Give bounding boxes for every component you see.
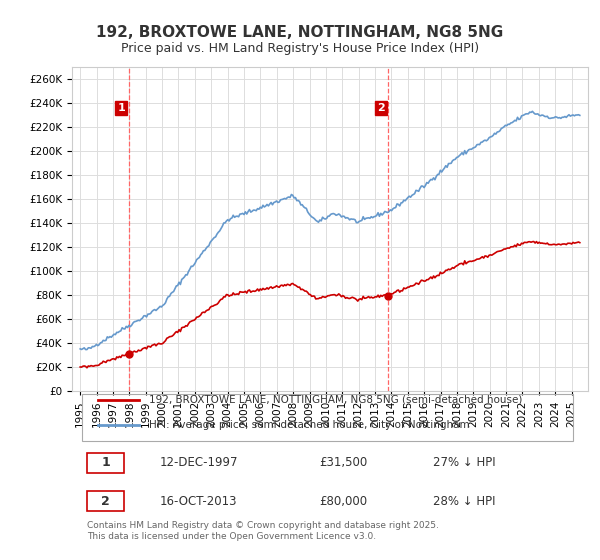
Text: 12-DEC-1997: 12-DEC-1997: [160, 456, 238, 469]
Text: 28% ↓ HPI: 28% ↓ HPI: [433, 494, 496, 507]
Text: Contains HM Land Registry data © Crown copyright and database right 2025.
This d: Contains HM Land Registry data © Crown c…: [88, 521, 439, 540]
Text: 192, BROXTOWE LANE, NOTTINGHAM, NG8 5NG (semi-detached house): 192, BROXTOWE LANE, NOTTINGHAM, NG8 5NG …: [149, 395, 523, 405]
Text: 2: 2: [377, 103, 385, 113]
Text: 1: 1: [118, 103, 125, 113]
Text: £80,000: £80,000: [320, 494, 368, 507]
Text: 27% ↓ HPI: 27% ↓ HPI: [433, 456, 496, 469]
Text: 16-OCT-2013: 16-OCT-2013: [160, 494, 237, 507]
Text: HPI: Average price, semi-detached house, City of Nottingham: HPI: Average price, semi-detached house,…: [149, 419, 470, 430]
Text: 192, BROXTOWE LANE, NOTTINGHAM, NG8 5NG: 192, BROXTOWE LANE, NOTTINGHAM, NG8 5NG: [97, 25, 503, 40]
Text: £31,500: £31,500: [320, 456, 368, 469]
Text: 2: 2: [101, 494, 110, 507]
Text: 1: 1: [101, 456, 110, 469]
Text: Price paid vs. HM Land Registry's House Price Index (HPI): Price paid vs. HM Land Registry's House …: [121, 42, 479, 55]
